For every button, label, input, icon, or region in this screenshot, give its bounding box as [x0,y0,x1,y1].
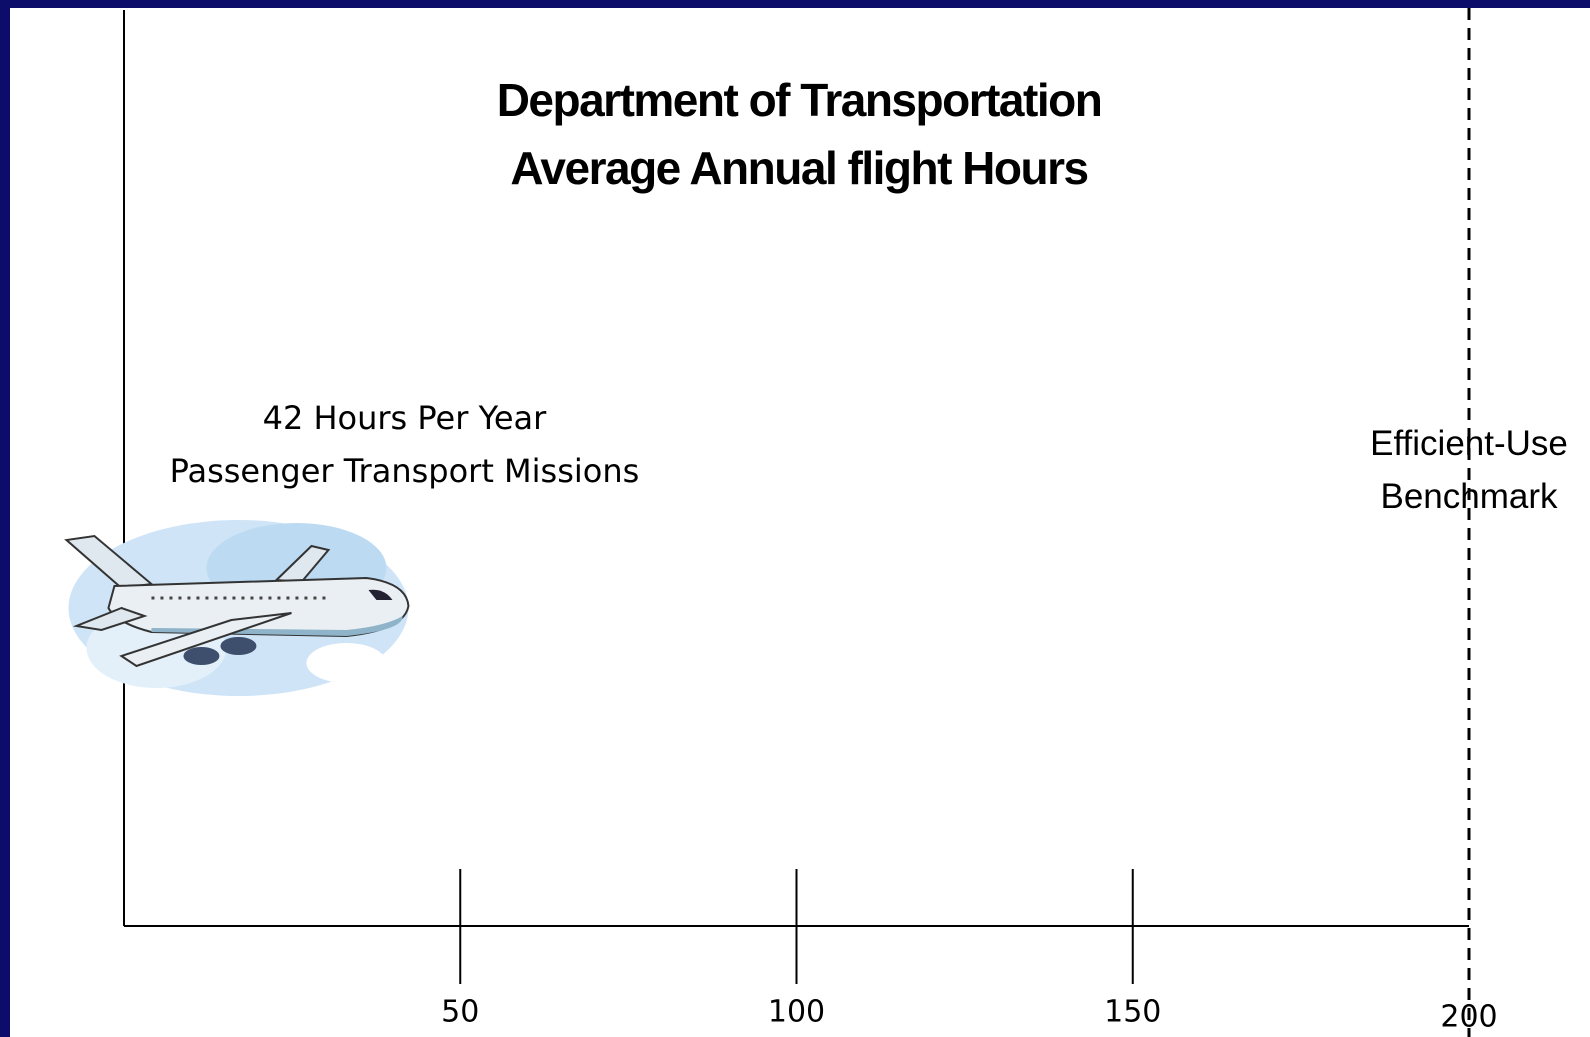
x-tick-label: 50 [441,995,479,1030]
cloud [306,643,386,683]
chart-title: Department of Transportation [497,74,1102,126]
chart-subtitle: Average Annual flight Hours [510,142,1087,194]
slide: Department of Transportation Average Ann… [0,0,1590,1037]
plane-body [108,578,408,636]
plane-engine [220,637,256,655]
x-tick-label: 150 [1104,995,1161,1030]
plane-engine [183,647,219,665]
category-label: Passenger Transport Missions [170,452,640,490]
plane-marker [66,520,408,696]
benchmark-label: Efficient-Use Benchmark [1349,417,1589,523]
x-tick-label: 100 [768,995,825,1030]
page: Department of Transportation Average Ann… [0,0,1590,1037]
value-label: 42 Hours Per Year [263,399,548,437]
